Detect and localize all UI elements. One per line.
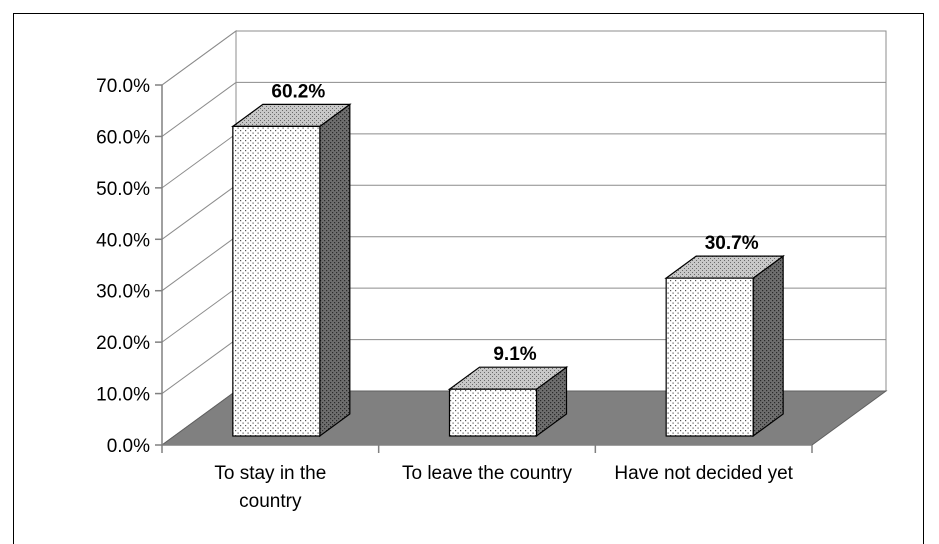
data-label: 30.7%: [705, 233, 759, 254]
bar-side: [319, 103, 351, 438]
data-label: 9.1%: [493, 344, 536, 365]
gridline-side: [161, 82, 237, 137]
data-label: 60.2%: [271, 81, 325, 102]
y-tick-label: 60.0%: [96, 127, 150, 148]
y-tick-label: 10.0%: [96, 385, 150, 406]
y-tick-label: 50.0%: [96, 179, 150, 200]
y-tick-label: 0.0%: [107, 436, 150, 457]
category-label: country: [239, 491, 302, 512]
y-tick-label: 70.0%: [96, 76, 150, 97]
bar-front: [665, 277, 754, 437]
gridline-side: [161, 133, 237, 189]
y-tick-label: 30.0%: [96, 282, 150, 303]
gridline-side: [161, 30, 237, 86]
bar-front: [232, 125, 321, 437]
category-label: To leave the country: [402, 463, 573, 484]
category-label: Have not decided yet: [614, 463, 793, 484]
bars: [231, 103, 785, 438]
value-axis: [155, 84, 813, 453]
gridline-side: [161, 184, 237, 240]
labels: 0.0% 10.0% 20.0% 30.0% 40.0% 50.0% 60.0% 70.0% 6…: [96, 76, 794, 512]
gridline-side: [161, 236, 237, 292]
bar-side: [752, 254, 784, 438]
category-label: To stay in the: [214, 463, 326, 484]
y-tick-label: 20.0%: [96, 333, 150, 354]
bar-front: [448, 388, 538, 437]
gridline-side: [161, 287, 237, 343]
y-tick-label: 40.0%: [96, 230, 150, 251]
gridline-side: [161, 339, 237, 394]
side-wall: [161, 30, 237, 446]
